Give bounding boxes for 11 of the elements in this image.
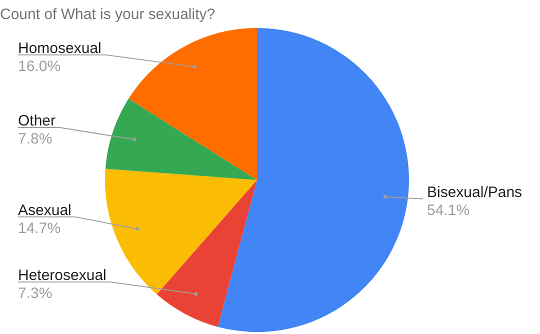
- data-label: 16.0%: [18, 58, 61, 75]
- slice-label: Heterosexual: [18, 266, 106, 284]
- chart-title: Count of What is your sexuality?: [0, 6, 216, 24]
- data-label: 14.7%: [18, 220, 61, 237]
- slice-label: Homosexual: [18, 40, 102, 57]
- slice-label: Other: [18, 112, 56, 130]
- data-label: 7.3%: [18, 284, 52, 302]
- slice-label: Bisexual/Pans: [427, 184, 522, 201]
- data-label: 7.8%: [18, 130, 52, 148]
- data-label: 54.1%: [427, 202, 470, 219]
- slice-label: Asexual: [18, 202, 72, 219]
